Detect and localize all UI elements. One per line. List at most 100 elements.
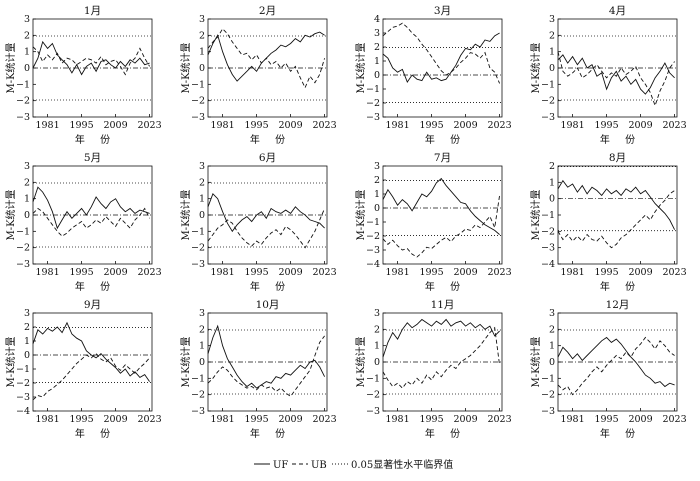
y-tick-label: 0 bbox=[374, 357, 380, 368]
y-tick-label: −1 bbox=[16, 364, 30, 375]
x-tick-label: 2009 bbox=[453, 120, 477, 131]
x-tick-label: 2023 bbox=[662, 120, 686, 131]
x-tick-label: 2023 bbox=[487, 120, 511, 131]
y-tick-label: −3 bbox=[366, 406, 380, 417]
y-tick-label: −1 bbox=[191, 226, 205, 237]
plot-frame bbox=[557, 165, 678, 265]
y-tick-label: −3 bbox=[541, 406, 555, 417]
series-uf-line bbox=[557, 54, 675, 95]
y-tick-label: 0 bbox=[24, 350, 30, 361]
y-tick-label: 0 bbox=[199, 210, 205, 221]
x-tick-label: 2009 bbox=[278, 120, 302, 131]
x-axis-label: 年 份 bbox=[600, 280, 641, 293]
y-tick-label: −2 bbox=[541, 96, 555, 107]
y-tick-label: 1 bbox=[374, 341, 380, 352]
y-tick-label: −1 bbox=[191, 373, 205, 384]
panel-5: 5月 −3 −2 −1 0 1 2 3 1981 1995 2009 2023 年 份 M-K统计量 bbox=[4, 152, 162, 293]
plot-frame bbox=[32, 312, 153, 412]
x-tick-label: 2023 bbox=[312, 414, 336, 425]
y-axis-label: M-K统计量 bbox=[529, 189, 542, 240]
y-tick-label: 3 bbox=[374, 28, 380, 39]
y-tick-label: −1 bbox=[366, 373, 380, 384]
x-tick-label: 1995 bbox=[69, 120, 93, 131]
y-tick-label: −2 bbox=[16, 243, 30, 254]
series-ub-line bbox=[382, 195, 501, 258]
series-ub-line bbox=[32, 352, 150, 401]
series-uf-line bbox=[32, 321, 150, 382]
series-ub-line bbox=[32, 207, 151, 237]
x-tick-label: 2023 bbox=[662, 414, 686, 425]
y-tick-label: 2 bbox=[549, 30, 555, 41]
x-tick-label: 2023 bbox=[662, 267, 686, 278]
panel-8: 8月 −4 −3 −2 −1 0 1 2 1981 1995 2009 2023 年 份 M-K统计量 bbox=[529, 152, 687, 293]
y-tick-label: 0 bbox=[549, 63, 555, 74]
series-ub-line bbox=[557, 51, 675, 107]
panel-9: 9月 −4 −3 −2 −1 0 1 2 3 1981 1995 2009 2023 年 份 M-K统计量 bbox=[4, 299, 162, 440]
panel-title: 6月 bbox=[259, 152, 276, 164]
x-axis-label: 年 份 bbox=[75, 427, 116, 440]
y-tick-label: −4 bbox=[16, 406, 30, 417]
x-tick-label: 2023 bbox=[137, 267, 161, 278]
series-uf-line bbox=[207, 324, 326, 389]
panel-4: 4月 −3 −2 −1 0 1 2 3 1981 1995 2009 2023 年 份 M-K统计量 bbox=[529, 5, 687, 146]
x-tick-label: 1981 bbox=[385, 267, 409, 278]
panel-6: 6月 −3 −2 −1 0 1 2 3 1981 1995 2009 2023 年 份 M-K统计量 bbox=[179, 152, 337, 293]
y-tick-label: 3 bbox=[549, 14, 555, 25]
y-axis-label: M-K统计量 bbox=[529, 336, 542, 387]
y-tick-label: −4 bbox=[541, 259, 555, 270]
panel-title: 8月 bbox=[609, 152, 626, 164]
panel-title: 1月 bbox=[84, 5, 101, 17]
series-ub-line bbox=[557, 336, 675, 396]
y-tick-label: −3 bbox=[191, 259, 205, 270]
y-axis-label: M-K统计量 bbox=[529, 42, 542, 93]
y-axis-label: M-K统计量 bbox=[179, 189, 192, 240]
y-tick-label: 0 bbox=[549, 357, 555, 368]
panel-11: 11月 −3 −2 −1 0 1 2 3 1981 1995 2009 2023 年 份 M-K统计量 bbox=[354, 299, 512, 440]
y-tick-label: −3 bbox=[366, 112, 380, 123]
y-tick-label: −3 bbox=[16, 392, 30, 403]
panel-title: 5月 bbox=[84, 152, 101, 164]
y-tick-label: 0 bbox=[199, 357, 205, 368]
x-tick-label: 1995 bbox=[69, 267, 93, 278]
x-tick-label: 2023 bbox=[487, 267, 511, 278]
y-tick-label: 2 bbox=[374, 324, 380, 335]
series-ub-line bbox=[382, 326, 501, 389]
y-tick-label: 0 bbox=[374, 203, 380, 214]
series-uf-line bbox=[207, 31, 325, 82]
y-tick-label: −1 bbox=[366, 217, 380, 228]
y-tick-label: 0 bbox=[549, 194, 555, 205]
x-tick-label: 1981 bbox=[385, 120, 409, 131]
y-tick-label: −2 bbox=[16, 96, 30, 107]
x-tick-label: 2023 bbox=[312, 120, 336, 131]
series-uf-line bbox=[557, 336, 675, 388]
y-tick-label: −2 bbox=[191, 96, 205, 107]
y-tick-label: 1 bbox=[199, 341, 205, 352]
legend-ub-label: UB bbox=[311, 460, 327, 471]
y-tick-label: −1 bbox=[541, 373, 555, 384]
y-tick-label: −2 bbox=[191, 243, 205, 254]
x-tick-label: 2009 bbox=[103, 414, 127, 425]
x-tick-label: 1995 bbox=[419, 120, 443, 131]
y-axis-label: M-K统计量 bbox=[354, 336, 367, 387]
x-tick-label: 1995 bbox=[594, 120, 618, 131]
y-tick-label: −3 bbox=[16, 112, 30, 123]
y-tick-label: −3 bbox=[191, 406, 205, 417]
series-ub-line bbox=[382, 22, 501, 84]
x-tick-label: 2023 bbox=[487, 414, 511, 425]
x-tick-label: 1981 bbox=[210, 267, 234, 278]
x-tick-label: 2009 bbox=[628, 414, 652, 425]
y-tick-label: 0 bbox=[374, 70, 380, 81]
y-tick-label: 3 bbox=[24, 14, 30, 25]
x-tick-label: 2009 bbox=[278, 414, 302, 425]
y-tick-label: −1 bbox=[191, 79, 205, 90]
panel-title: 12月 bbox=[606, 299, 630, 311]
series-uf-line bbox=[32, 186, 150, 230]
y-tick-label: −2 bbox=[366, 98, 380, 109]
panel-2: 2月 −3 −2 −1 0 1 2 3 1981 1995 2009 2023 年 份 M-K统计量 bbox=[179, 5, 337, 146]
y-tick-label: 2 bbox=[199, 30, 205, 41]
y-tick-label: 2 bbox=[374, 175, 380, 186]
x-tick-label: 1995 bbox=[419, 414, 443, 425]
x-tick-label: 1981 bbox=[560, 120, 584, 131]
y-tick-label: 2 bbox=[24, 177, 30, 188]
